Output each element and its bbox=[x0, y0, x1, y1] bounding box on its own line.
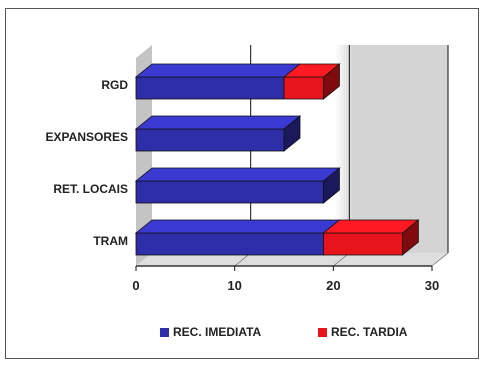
x-axis: 0 10 20 30 bbox=[132, 265, 439, 293]
bar-ret-locais-rec-imediata bbox=[134, 167, 341, 204]
bar-rgd-rec-imediata bbox=[134, 63, 302, 100]
floor bbox=[136, 253, 448, 266]
bar-tram-rec-imediata-top bbox=[134, 219, 341, 234]
bar-expansores-rec-imediata bbox=[134, 115, 302, 152]
legend-item-rec-imediata: REC. IMEDIATA bbox=[160, 325, 261, 339]
category-label: RET. LOCAIS bbox=[53, 182, 128, 196]
category-label: TRAM bbox=[93, 234, 128, 248]
bar-end-expansores bbox=[283, 115, 301, 152]
bar-tram-rec-imediata bbox=[134, 219, 341, 256]
x-tick-label: 20 bbox=[326, 278, 340, 293]
bar-ret-locais-rec-imediata-front bbox=[135, 180, 324, 204]
bar-end-tram bbox=[401, 219, 419, 256]
bars bbox=[134, 63, 420, 256]
bar-ret-locais-rec-imediata-top bbox=[134, 167, 341, 182]
legend-label-rec-tardia: REC. TARDIA bbox=[331, 325, 408, 339]
legend-swatch-rec-imediata bbox=[160, 327, 169, 337]
legend-label-rec-imediata: REC. IMEDIATA bbox=[173, 325, 262, 339]
legend-swatch-rec-tardia bbox=[318, 327, 327, 337]
bar-expansores-rec-imediata-top bbox=[134, 115, 302, 130]
side-wall bbox=[136, 45, 152, 266]
x-tick-label: 0 bbox=[132, 278, 139, 293]
legend: REC. IMEDIATA REC. TARDIA bbox=[0, 321, 486, 345]
bar-end-rgd bbox=[323, 63, 340, 100]
category-label: RGD bbox=[101, 78, 128, 92]
category-labels: RGD EXPANSORES RET. LOCAIS TRAM bbox=[46, 78, 129, 248]
floor-line-30 bbox=[431, 252, 449, 267]
bar-tram-rec-tardia bbox=[322, 219, 420, 256]
x-tick-label: 30 bbox=[425, 278, 439, 293]
x-tick-label: 10 bbox=[227, 278, 241, 293]
legend-item-rec-tardia: REC. TARDIA bbox=[318, 325, 407, 339]
bar-tram-rec-tardia-top bbox=[322, 219, 420, 234]
bar-rgd-rec-tardia-front bbox=[283, 76, 324, 100]
category-label: EXPANSORES bbox=[46, 130, 128, 144]
bar-end-ret-locais bbox=[323, 167, 340, 204]
bar-expansores-rec-imediata-front bbox=[135, 128, 285, 152]
bar-tram-rec-imediata-front bbox=[135, 232, 324, 256]
bar-rgd-rec-imediata-top bbox=[134, 63, 302, 78]
bar-tram-rec-tardia-front bbox=[323, 232, 403, 256]
bar-rgd-rec-imediata-front bbox=[135, 76, 285, 100]
